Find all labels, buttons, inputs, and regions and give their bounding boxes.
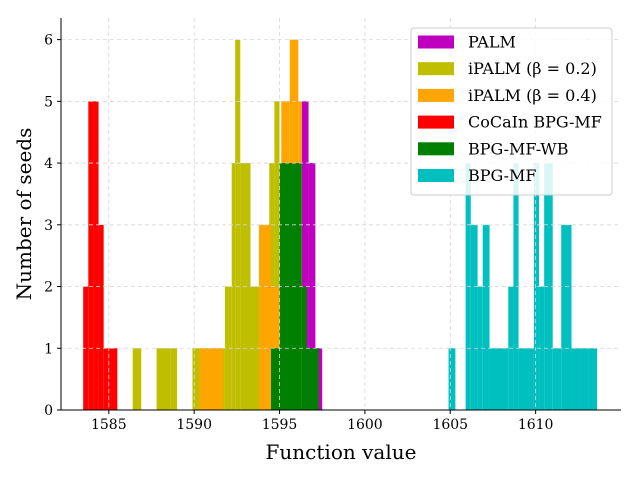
bar-series-0-bin-1 xyxy=(308,163,316,410)
bar-series-3-bin-4 xyxy=(103,348,109,410)
bar-series-1-bin-12 xyxy=(274,101,280,410)
y-tick-label-3: 3 xyxy=(44,218,53,234)
legend-label-1: iPALM (β = 0.2) xyxy=(468,59,597,78)
bar-series-3-bin-1 xyxy=(88,101,94,410)
bar-series-1-bin-0 xyxy=(132,348,142,410)
legend-label-2: iPALM (β = 0.4) xyxy=(468,86,597,105)
bar-series-1-bin-5 xyxy=(224,286,232,410)
legend-swatch-1 xyxy=(418,62,454,76)
legend-label-5: BPG-MF xyxy=(468,166,537,185)
bar-series-5-bin-3 xyxy=(477,286,483,410)
x-axis-title: Function value xyxy=(266,440,417,464)
plot-bars xyxy=(83,39,598,411)
bar-series-5-bin-12 xyxy=(552,348,562,410)
y-tick-label-1: 1 xyxy=(44,341,53,357)
legend-label-4: BPG-MF-WB xyxy=(468,139,569,158)
bar-series-3-bin-3 xyxy=(98,224,104,410)
bar-series-4-bin-2 xyxy=(301,286,307,410)
legend-swatch-2 xyxy=(418,88,454,102)
bar-series-4-bin-1 xyxy=(279,163,302,410)
bar-series-5-bin-10 xyxy=(539,286,545,410)
bar-series-3-bin-5 xyxy=(108,348,118,410)
y-tick-label-0: 0 xyxy=(44,403,53,419)
bar-series-5-bin-15 xyxy=(580,348,589,410)
legend-swatch-0 xyxy=(418,35,454,49)
bar-series-4-bin-0 xyxy=(271,348,280,410)
x-ticks: 1585 1590 1595 1600 1605 1610 xyxy=(91,410,553,433)
y-tick-label-5: 5 xyxy=(44,94,53,110)
bar-series-5-bin-11 xyxy=(544,163,553,410)
y-axis-title: Number of seeds xyxy=(12,128,36,301)
y-tick-label-4: 4 xyxy=(44,156,53,172)
axes xyxy=(60,18,621,411)
legend: PALM iPALM (β = 0.2) iPALM (β = 0.4) CoCaIn… xyxy=(410,27,613,196)
bar-series-2-bin-0 xyxy=(199,348,212,410)
x-tick-label-0: 1585 xyxy=(91,417,127,433)
legend-label-3: CoCaIn BPG-MF xyxy=(468,113,602,132)
bar-series-5-bin-16 xyxy=(588,348,598,410)
bar-series-5-bin-2 xyxy=(470,224,478,410)
bar-series-1-bin-6 xyxy=(231,163,236,410)
legend-swatch-3 xyxy=(418,115,454,129)
bar-series-2-bin-2 xyxy=(259,224,271,410)
x-tick-label-5: 1610 xyxy=(518,417,554,433)
bar-series-1-bin-2 xyxy=(170,348,178,410)
legend-swatch-5 xyxy=(418,169,454,182)
x-tick-label-4: 1605 xyxy=(432,417,468,433)
bar-series-4-bin-3 xyxy=(306,348,319,410)
y-tick-label-2: 2 xyxy=(44,280,53,296)
y-tick-label-6: 6 xyxy=(44,33,53,49)
bar-series-5-bin-0 xyxy=(448,348,456,410)
bar-series-5-bin-4 xyxy=(482,224,490,410)
bar-series-5-bin-8 xyxy=(518,348,534,410)
x-tick-label-3: 1600 xyxy=(347,417,383,433)
bar-series-1-bin-9 xyxy=(250,286,260,410)
bar-series-5-bin-5 xyxy=(489,348,509,410)
bar-series-5-bin-13 xyxy=(561,224,572,410)
x-tick-label-1: 1590 xyxy=(176,417,212,433)
bar-series-1-bin-1 xyxy=(156,348,171,410)
x-tick-label-2: 1595 xyxy=(262,417,298,433)
bar-series-2-bin-1 xyxy=(211,348,224,410)
legend-swatch-4 xyxy=(418,142,454,156)
bar-series-3-bin-2 xyxy=(93,101,99,410)
bar-series-5-bin-14 xyxy=(571,348,581,410)
legend-frame xyxy=(410,27,613,196)
bar-series-5-bin-9 xyxy=(533,163,540,410)
legend-label-0: PALM xyxy=(468,33,516,52)
bar-series-0-bin-0 xyxy=(301,101,309,410)
y-ticks: 0 1 2 3 4 5 6 xyxy=(44,33,61,419)
grid-lines xyxy=(61,18,621,410)
bar-series-0-bin-2 xyxy=(315,348,323,410)
